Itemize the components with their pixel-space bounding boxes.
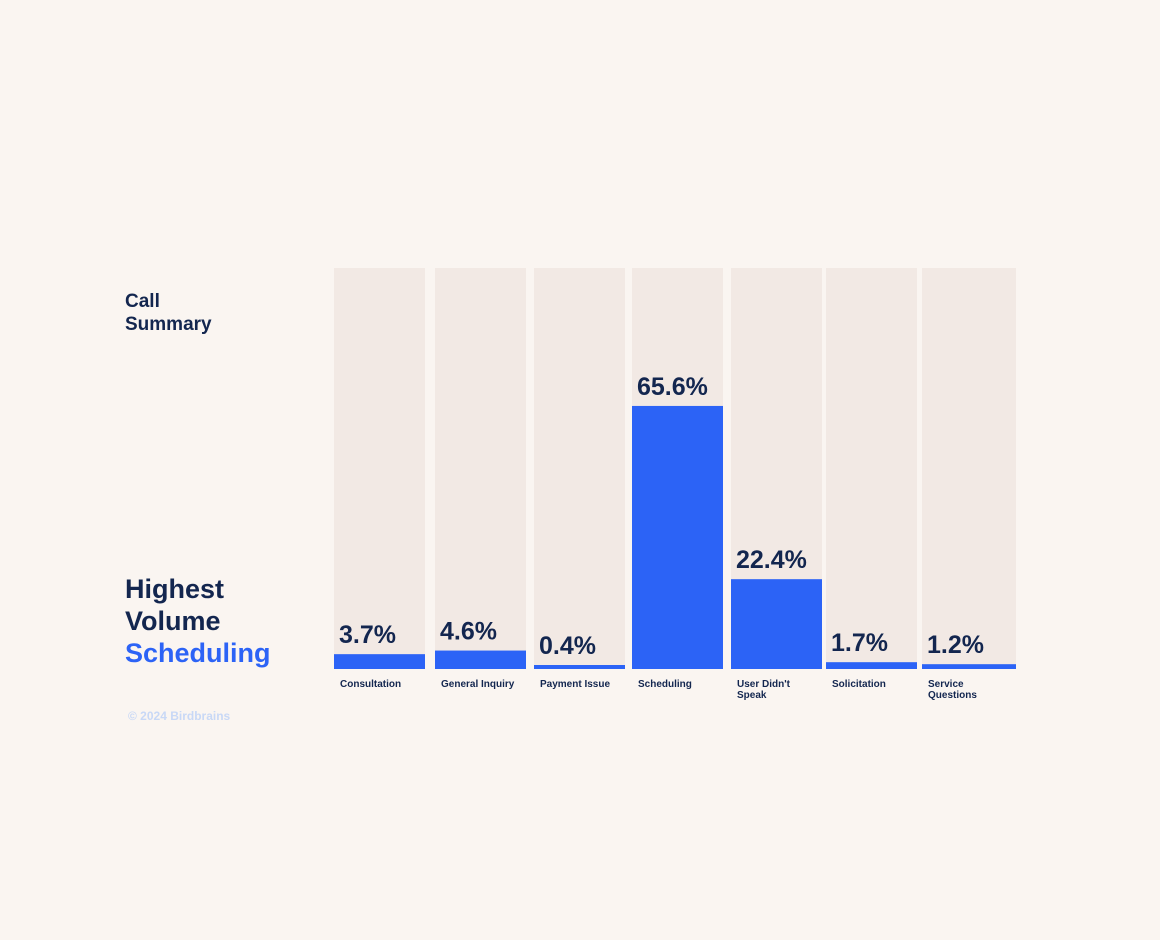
chart-title-line-2: Summary [125, 314, 212, 335]
highest-volume-callout: Highest Volume Scheduling [125, 573, 325, 669]
bar-1 [334, 654, 425, 669]
bar-track-2 [435, 268, 526, 669]
bar-value-label-5: 22.4% [736, 546, 807, 574]
bar-4 [632, 405, 723, 669]
bar-2 [435, 650, 526, 669]
bar-value-label-1: 3.7% [339, 621, 396, 649]
bar-track-6 [826, 268, 917, 669]
category-label-3: Payment Issue [540, 679, 610, 690]
category-label-6: Solicitation [832, 679, 886, 690]
copyright-notice: © 2024 Birdbrains [128, 709, 231, 723]
callout-line-1: Highest [125, 574, 225, 604]
category-label-5: User Didn't Speak [737, 679, 791, 701]
chart-title-line-1: Call [125, 291, 160, 312]
bar-6 [826, 662, 917, 669]
bar-track-3 [534, 268, 625, 669]
bar-3 [534, 665, 625, 669]
bar-value-label-3: 0.4% [539, 632, 596, 660]
bar-track-1 [334, 268, 425, 669]
bar-value-label-2: 4.6% [440, 618, 497, 646]
callout-category: Scheduling [125, 638, 271, 668]
category-label-2: General Inquiry [441, 679, 515, 690]
category-label-4: Scheduling [638, 679, 692, 690]
bar-value-label-4: 65.6% [637, 373, 708, 401]
bar-value-label-7: 1.2% [927, 631, 984, 659]
chart-title: Call Summary [125, 290, 305, 336]
bar-value-label-6: 1.7% [831, 629, 888, 657]
category-label-1: Consultation [340, 679, 401, 690]
bar-7 [922, 664, 1016, 669]
bar-5 [731, 579, 822, 669]
category-label-7: Service Questions [928, 679, 977, 701]
bar-track-7 [922, 268, 1016, 669]
callout-line-2: Volume [125, 606, 221, 636]
